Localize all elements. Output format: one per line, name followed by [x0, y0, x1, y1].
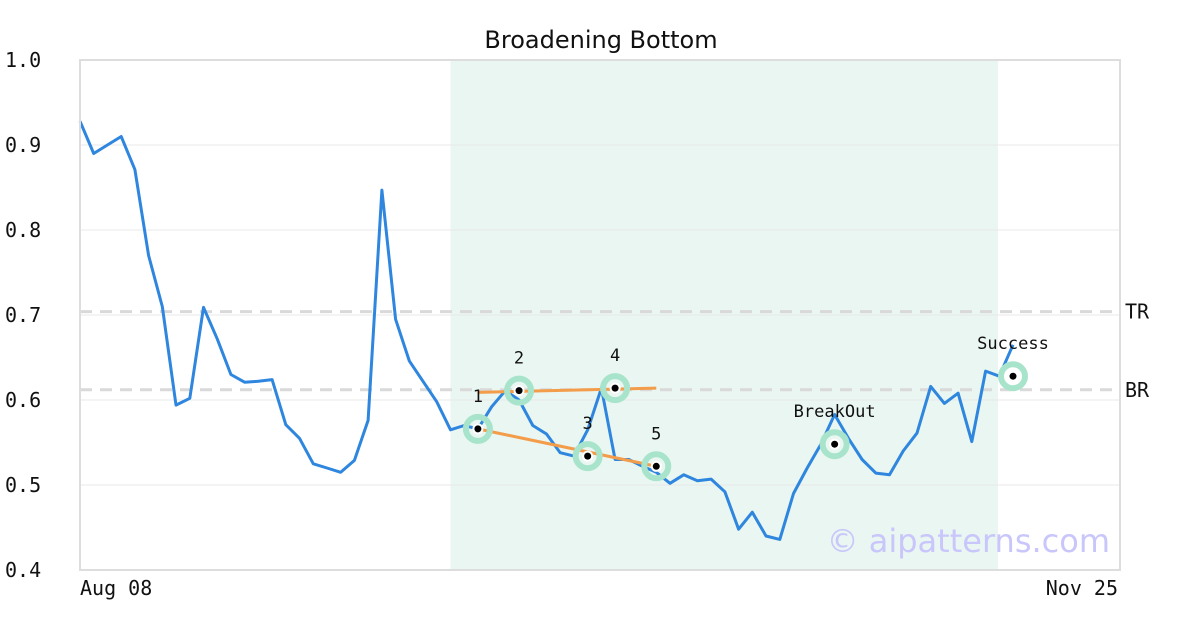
pattern-point-ring [819, 429, 850, 460]
pattern-point-label: BreakOut [794, 402, 876, 422]
y-tick-label: 0.7 [5, 303, 41, 327]
x-tick-label: Nov 25 [1046, 576, 1118, 600]
plot-frame [79, 59, 1121, 571]
x-tick-label: Aug 08 [80, 576, 152, 600]
y-tick-label: 0.6 [5, 388, 41, 412]
pattern-point-marker [831, 440, 839, 448]
watermark: © aipatterns.com [827, 522, 1110, 560]
level-label-tr: TR [1125, 300, 1150, 324]
pattern-point-label: Success [977, 334, 1049, 354]
y-tick-label: 0.5 [5, 473, 41, 497]
level-label-br: BR [1125, 378, 1150, 402]
pattern-point-ring [998, 361, 1028, 392]
pattern-point-ring [462, 413, 493, 444]
pattern-point-ring [504, 375, 535, 406]
pattern-point-marker [652, 462, 660, 470]
grid-lines [80, 144, 1120, 486]
chart-title: Broadening Bottom [484, 26, 717, 54]
pattern-point-label: 2 [514, 349, 524, 369]
trend-line [477, 427, 657, 468]
y-axis: 1.0 0.9 0.8 0.7 0.6 0.5 0.4 [5, 48, 41, 582]
pattern-point-label: 4 [610, 346, 620, 366]
y-tick-label: 0.4 [5, 558, 41, 582]
price-line [78, 120, 1015, 541]
y-tick-label: 1.0 [5, 48, 41, 72]
pattern-points: 1 2 3 4 5 BreakOut Success [462, 334, 1049, 482]
pattern-point-label: 5 [651, 424, 661, 444]
pattern-point-ring [641, 451, 672, 482]
series-group [78, 120, 1015, 541]
pattern-point-label: 1 [473, 387, 483, 407]
pattern-point-marker [474, 425, 482, 433]
pattern-point-marker [611, 384, 619, 392]
x-axis: Aug 08 Nov 25 [80, 576, 1118, 600]
pattern-point-marker [515, 387, 523, 395]
y-tick-label: 0.8 [5, 218, 41, 242]
pattern-point-ring [600, 373, 631, 404]
y-tick-label: 0.9 [5, 133, 41, 157]
pattern-point-ring [572, 441, 603, 472]
pattern-point-marker [1009, 372, 1017, 380]
pattern-point-marker [584, 452, 592, 460]
pattern-point-label: 3 [583, 414, 593, 434]
